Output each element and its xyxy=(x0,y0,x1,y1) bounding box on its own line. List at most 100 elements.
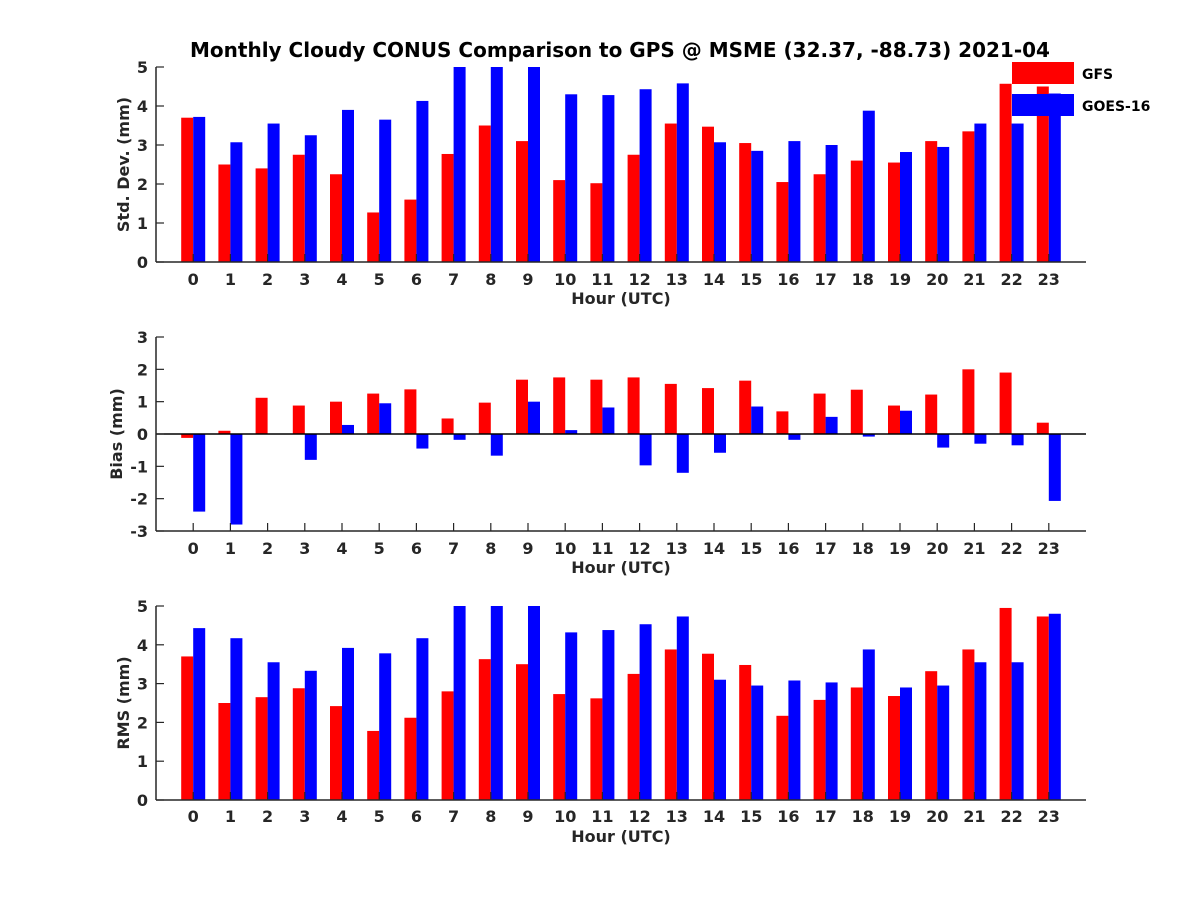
x-tick-label: 11 xyxy=(591,539,613,558)
bar-gfs-hour-11 xyxy=(590,183,603,262)
bar-goes16-hour-5 xyxy=(379,403,392,434)
x-tick-label: 2 xyxy=(262,539,273,558)
bar-gfs-hour-9 xyxy=(516,379,528,434)
bar-goes16-hour-0 xyxy=(193,116,206,262)
x-tick-label: 5 xyxy=(374,539,385,558)
y-tick-label: -1 xyxy=(130,457,148,476)
bar-goes16-hour-6 xyxy=(416,100,429,263)
bar-goes16-hour-11 xyxy=(602,630,615,800)
x-tick-label: 18 xyxy=(852,539,874,558)
x-tick-label: 11 xyxy=(591,270,613,289)
legend-swatch-goes16 xyxy=(1012,94,1074,116)
x-tick-label: 23 xyxy=(1038,539,1060,558)
bar-goes16-hour-18 xyxy=(862,649,875,800)
bar-goes16-hour-8 xyxy=(490,606,503,800)
x-tick-label: 18 xyxy=(852,807,874,826)
x-tick-label: 10 xyxy=(554,539,576,558)
legend: GFS GOES-16 xyxy=(1012,62,1150,116)
bar-goes16-hour-13 xyxy=(676,434,689,473)
bar-gfs-hour-8 xyxy=(478,125,491,262)
x-tick-label: 11 xyxy=(591,807,613,826)
bar-goes16-hour-7 xyxy=(453,606,466,800)
bar-gfs-hour-13 xyxy=(664,123,677,262)
bar-goes16-hour-14 xyxy=(714,679,726,800)
x-tick-label: 9 xyxy=(522,539,533,558)
bar-goes16-hour-8 xyxy=(490,67,503,262)
bar-gfs-hour-4 xyxy=(330,401,342,434)
y-tick-label: 5 xyxy=(137,597,148,616)
x-tick-label: 9 xyxy=(522,807,533,826)
bar-gfs-hour-6 xyxy=(404,389,417,434)
bar-gfs-hour-11 xyxy=(590,698,603,800)
x-tick-label: 20 xyxy=(926,539,948,558)
bar-gfs-hour-13 xyxy=(664,649,677,800)
bar-gfs-hour-8 xyxy=(478,402,491,434)
bar-goes16-hour-15 xyxy=(751,406,764,434)
y-tick-label: 2 xyxy=(137,713,148,732)
bar-gfs-hour-11 xyxy=(590,379,603,434)
bar-gfs-hour-10 xyxy=(553,694,566,800)
bar-goes16-hour-21 xyxy=(974,434,987,444)
bar-goes16-hour-17 xyxy=(825,682,838,800)
bar-goes16-hour-4 xyxy=(342,109,354,263)
y-tick-label: 2 xyxy=(137,175,148,194)
x-tick-label: 7 xyxy=(448,539,459,558)
bar-gfs-hour-23 xyxy=(1036,422,1049,434)
figure-title: Monthly Cloudy CONUS Comparison to GPS @… xyxy=(190,38,1050,62)
bar-gfs-hour-2 xyxy=(255,697,268,800)
legend-label-gfs: GFS xyxy=(1082,67,1113,83)
bar-goes16-hour-16 xyxy=(788,141,801,262)
bar-gfs-hour-4 xyxy=(330,174,342,262)
x-tick-label: 7 xyxy=(448,807,459,826)
bar-gfs-hour-20 xyxy=(925,394,938,434)
bar-gfs-hour-12 xyxy=(627,154,640,262)
bar-gfs-hour-16 xyxy=(776,411,789,434)
bar-goes16-hour-10 xyxy=(565,632,578,800)
bar-goes16-hour-19 xyxy=(900,687,912,800)
x-tick-label: 10 xyxy=(554,270,576,289)
bar-gfs-hour-21 xyxy=(962,131,975,262)
bar-goes16-hour-23 xyxy=(1048,93,1061,263)
bar-gfs-hour-16 xyxy=(776,715,789,800)
x-axis-label: Hour (UTC) xyxy=(571,827,671,846)
x-tick-label: 1 xyxy=(225,270,236,289)
bar-gfs-hour-6 xyxy=(404,199,417,262)
x-tick-label: 4 xyxy=(336,270,347,289)
bar-gfs-hour-20 xyxy=(925,141,938,262)
bar-gfs-hour-15 xyxy=(739,380,752,434)
bar-gfs-hour-5 xyxy=(367,212,380,262)
x-tick-label: 3 xyxy=(299,539,310,558)
bar-gfs-hour-20 xyxy=(925,671,938,800)
bar-goes16-hour-3 xyxy=(304,135,317,262)
x-tick-label: 21 xyxy=(963,270,985,289)
bar-goes16-hour-13 xyxy=(676,83,689,262)
bar-goes16-hour-7 xyxy=(453,434,466,440)
y-tick-label: 1 xyxy=(137,752,148,771)
bar-goes16-hour-8 xyxy=(490,434,503,456)
x-tick-label: 23 xyxy=(1038,270,1060,289)
x-tick-label: 19 xyxy=(889,539,911,558)
bar-goes16-hour-22 xyxy=(1011,662,1024,800)
bar-gfs-hour-7 xyxy=(441,691,454,800)
y-tick-label: 3 xyxy=(137,328,148,347)
y-axis-label: Bias (mm) xyxy=(107,388,126,480)
bar-goes16-hour-15 xyxy=(751,150,764,262)
x-tick-label: 15 xyxy=(740,270,762,289)
x-tick-label: 8 xyxy=(485,270,496,289)
bar-gfs-hour-19 xyxy=(888,405,900,434)
x-tick-label: 16 xyxy=(777,270,799,289)
y-tick-label: 4 xyxy=(137,97,148,116)
y-tick-label: 0 xyxy=(137,791,148,810)
x-tick-label: 20 xyxy=(926,270,948,289)
bar-gfs-hour-12 xyxy=(627,377,640,434)
x-tick-label: 13 xyxy=(666,270,688,289)
bar-goes16-hour-3 xyxy=(304,434,317,460)
bar-gfs-hour-19 xyxy=(888,696,900,800)
bar-gfs-hour-7 xyxy=(441,153,454,262)
bar-gfs-hour-3 xyxy=(292,688,305,800)
x-tick-label: 19 xyxy=(889,270,911,289)
x-tick-label: 8 xyxy=(485,539,496,558)
